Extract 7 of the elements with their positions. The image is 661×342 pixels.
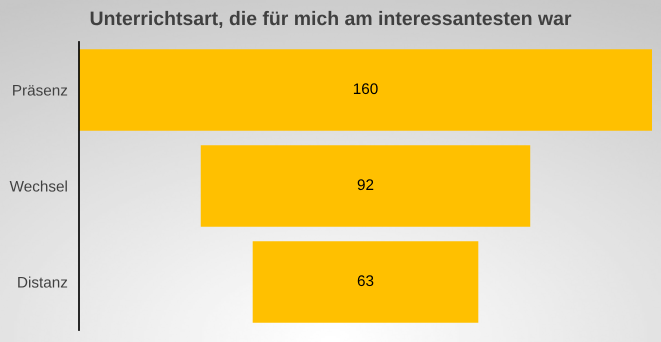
- data-label: 63: [358, 275, 374, 286]
- text: Unterrichtsart, die für mich am interessantesten war: [90, 10, 572, 28]
- category-label: Präsenz: [13, 85, 68, 96]
- data-label: 160: [354, 83, 378, 94]
- data-label: 92: [358, 179, 374, 190]
- category-label: Wechsel: [10, 180, 67, 192]
- category-label: Distanz: [18, 276, 68, 288]
